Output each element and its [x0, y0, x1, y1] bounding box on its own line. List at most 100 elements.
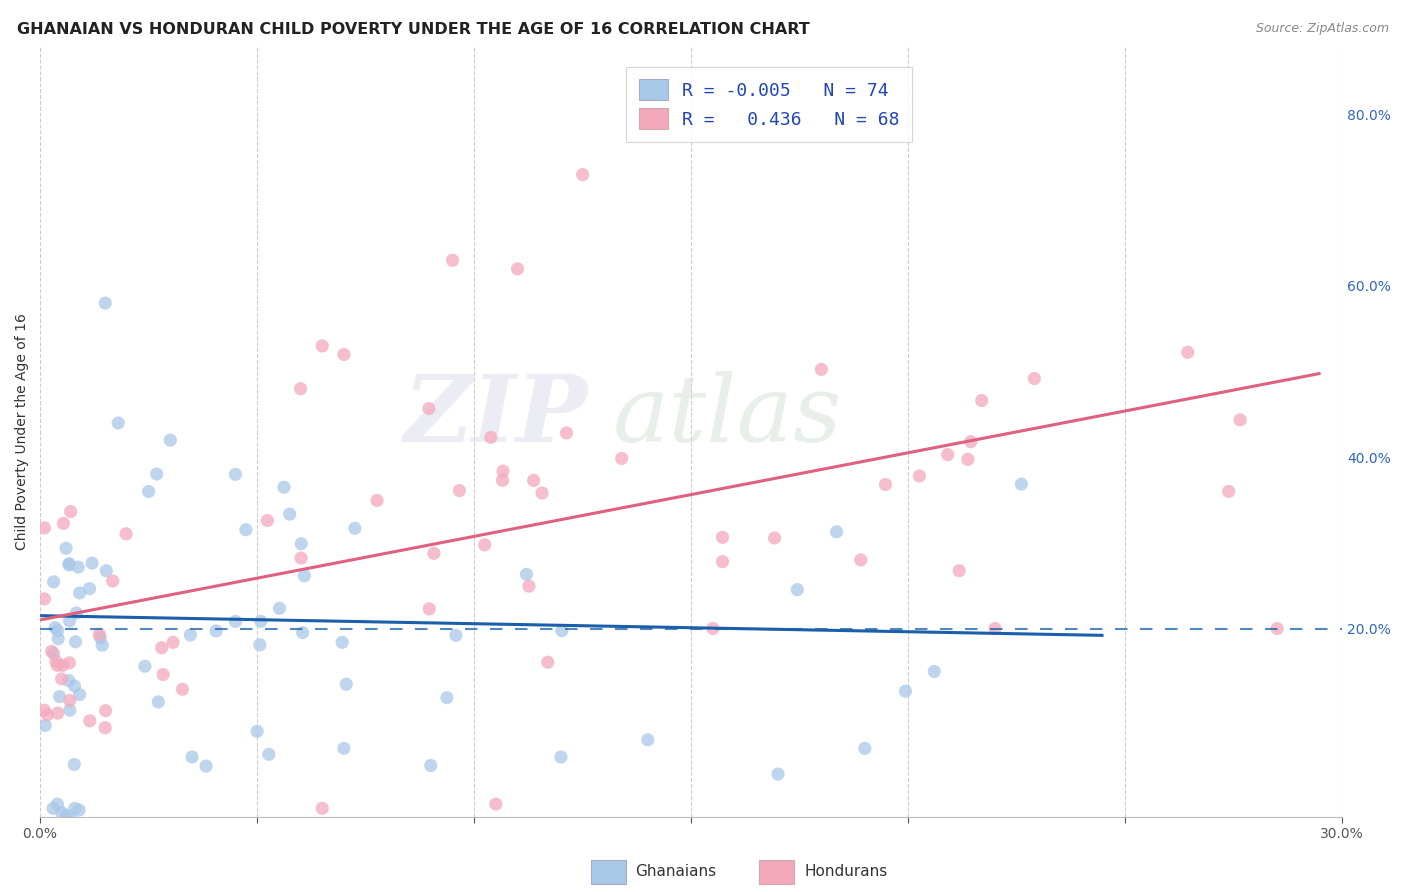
Point	[894, 684, 917, 698]
Point	[278, 507, 301, 521]
Point	[41, 644, 63, 658]
Point	[44, 621, 66, 635]
Point	[51, 672, 73, 686]
Point	[479, 430, 502, 444]
Point	[333, 741, 356, 756]
FancyBboxPatch shape	[591, 860, 626, 884]
Point	[311, 339, 333, 353]
Point	[115, 526, 138, 541]
Point	[810, 362, 832, 376]
Point	[550, 750, 572, 764]
Point	[52, 658, 75, 673]
Point	[181, 750, 204, 764]
Point	[69, 688, 91, 702]
Point	[1177, 345, 1199, 359]
Point	[59, 703, 82, 717]
Point	[311, 801, 333, 815]
Point	[984, 622, 1007, 636]
Point	[853, 741, 876, 756]
Point	[610, 451, 633, 466]
Point	[763, 531, 786, 545]
Point	[517, 579, 540, 593]
Point	[65, 635, 87, 649]
Point	[335, 677, 357, 691]
Point	[46, 706, 69, 720]
Point	[250, 614, 273, 628]
Point	[63, 757, 86, 772]
FancyBboxPatch shape	[759, 860, 794, 884]
Point	[205, 624, 228, 638]
Point	[96, 564, 118, 578]
Point	[42, 574, 65, 589]
Point	[48, 690, 70, 704]
Point	[58, 558, 80, 572]
Point	[1265, 622, 1288, 636]
Point	[875, 477, 897, 491]
Point	[436, 690, 458, 705]
Point	[65, 606, 87, 620]
Point	[46, 658, 69, 673]
Point	[1218, 484, 1240, 499]
Point	[34, 718, 56, 732]
Point	[491, 473, 513, 487]
Point	[91, 638, 114, 652]
Point	[67, 560, 90, 574]
Point	[63, 679, 86, 693]
Point	[52, 516, 75, 531]
Point	[849, 553, 872, 567]
Point	[89, 631, 111, 645]
Point	[89, 627, 111, 641]
Point	[59, 504, 82, 518]
Point	[290, 537, 312, 551]
Point	[485, 797, 508, 811]
Point	[58, 656, 80, 670]
Point	[711, 555, 734, 569]
Point	[786, 582, 808, 597]
Point	[1229, 413, 1251, 427]
Point	[959, 434, 981, 449]
Point	[418, 401, 440, 416]
Point	[59, 810, 82, 824]
Point	[936, 448, 959, 462]
Point	[970, 393, 993, 408]
Point	[506, 261, 529, 276]
Point	[1010, 477, 1032, 491]
Point	[551, 624, 574, 638]
Point	[419, 758, 441, 772]
Point	[702, 622, 724, 636]
Point	[59, 693, 82, 707]
Point	[58, 673, 80, 688]
Point	[152, 667, 174, 681]
Text: atlas: atlas	[613, 371, 842, 461]
Point	[37, 707, 59, 722]
Point	[42, 801, 65, 815]
Point	[449, 483, 471, 498]
Point	[637, 732, 659, 747]
Text: Ghanaians: Ghanaians	[636, 864, 717, 880]
Point	[1024, 371, 1046, 385]
Point	[79, 714, 101, 728]
Y-axis label: Child Poverty Under the Age of 16: Child Poverty Under the Age of 16	[15, 313, 30, 550]
Point	[107, 416, 129, 430]
Point	[711, 530, 734, 544]
Point	[246, 724, 269, 739]
Point	[948, 564, 970, 578]
Point	[159, 433, 181, 447]
Point	[515, 567, 537, 582]
Point	[330, 635, 353, 649]
Point	[343, 521, 366, 535]
Point	[924, 665, 946, 679]
Point	[257, 747, 280, 762]
Point	[366, 493, 388, 508]
Point	[150, 640, 173, 655]
Text: Hondurans: Hondurans	[804, 864, 887, 880]
Point	[531, 486, 554, 500]
Text: ZIP: ZIP	[402, 371, 588, 461]
Point	[179, 628, 201, 642]
Point	[423, 546, 446, 560]
Point	[55, 808, 77, 822]
Point	[46, 797, 69, 811]
Point	[58, 557, 80, 571]
Point	[46, 632, 69, 646]
Point	[269, 601, 291, 615]
